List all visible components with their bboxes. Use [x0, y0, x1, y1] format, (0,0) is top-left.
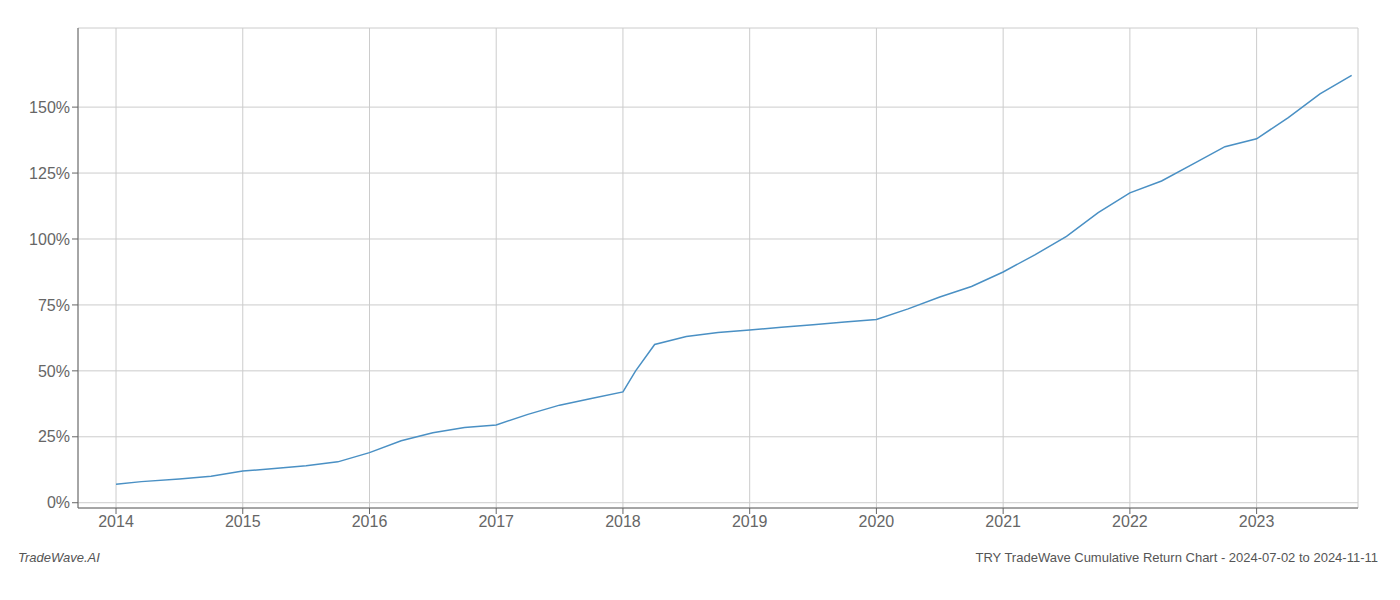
svg-text:50%: 50% — [38, 363, 70, 380]
svg-text:2018: 2018 — [605, 513, 641, 530]
svg-text:2016: 2016 — [352, 513, 388, 530]
svg-text:125%: 125% — [29, 165, 70, 182]
svg-text:2023: 2023 — [1239, 513, 1275, 530]
svg-text:0%: 0% — [47, 494, 70, 511]
svg-text:2019: 2019 — [732, 513, 768, 530]
svg-text:2021: 2021 — [985, 513, 1021, 530]
svg-text:2017: 2017 — [478, 513, 514, 530]
html-text:TRY TradeWave Cumulative Retur: TRY TradeWave Cumulative Return Chart - … — [975, 550, 1378, 565]
svg-text:75%: 75% — [38, 297, 70, 314]
svg-text:2022: 2022 — [1112, 513, 1148, 530]
svg-text:2014: 2014 — [98, 513, 134, 530]
svg-text:25%: 25% — [38, 428, 70, 445]
html-text:TradeWave.AI: TradeWave.AI — [18, 550, 100, 565]
svg-text:2020: 2020 — [859, 513, 895, 530]
svg-text:2015: 2015 — [225, 513, 261, 530]
svg-text:100%: 100% — [29, 231, 70, 248]
svg-text:150%: 150% — [29, 99, 70, 116]
